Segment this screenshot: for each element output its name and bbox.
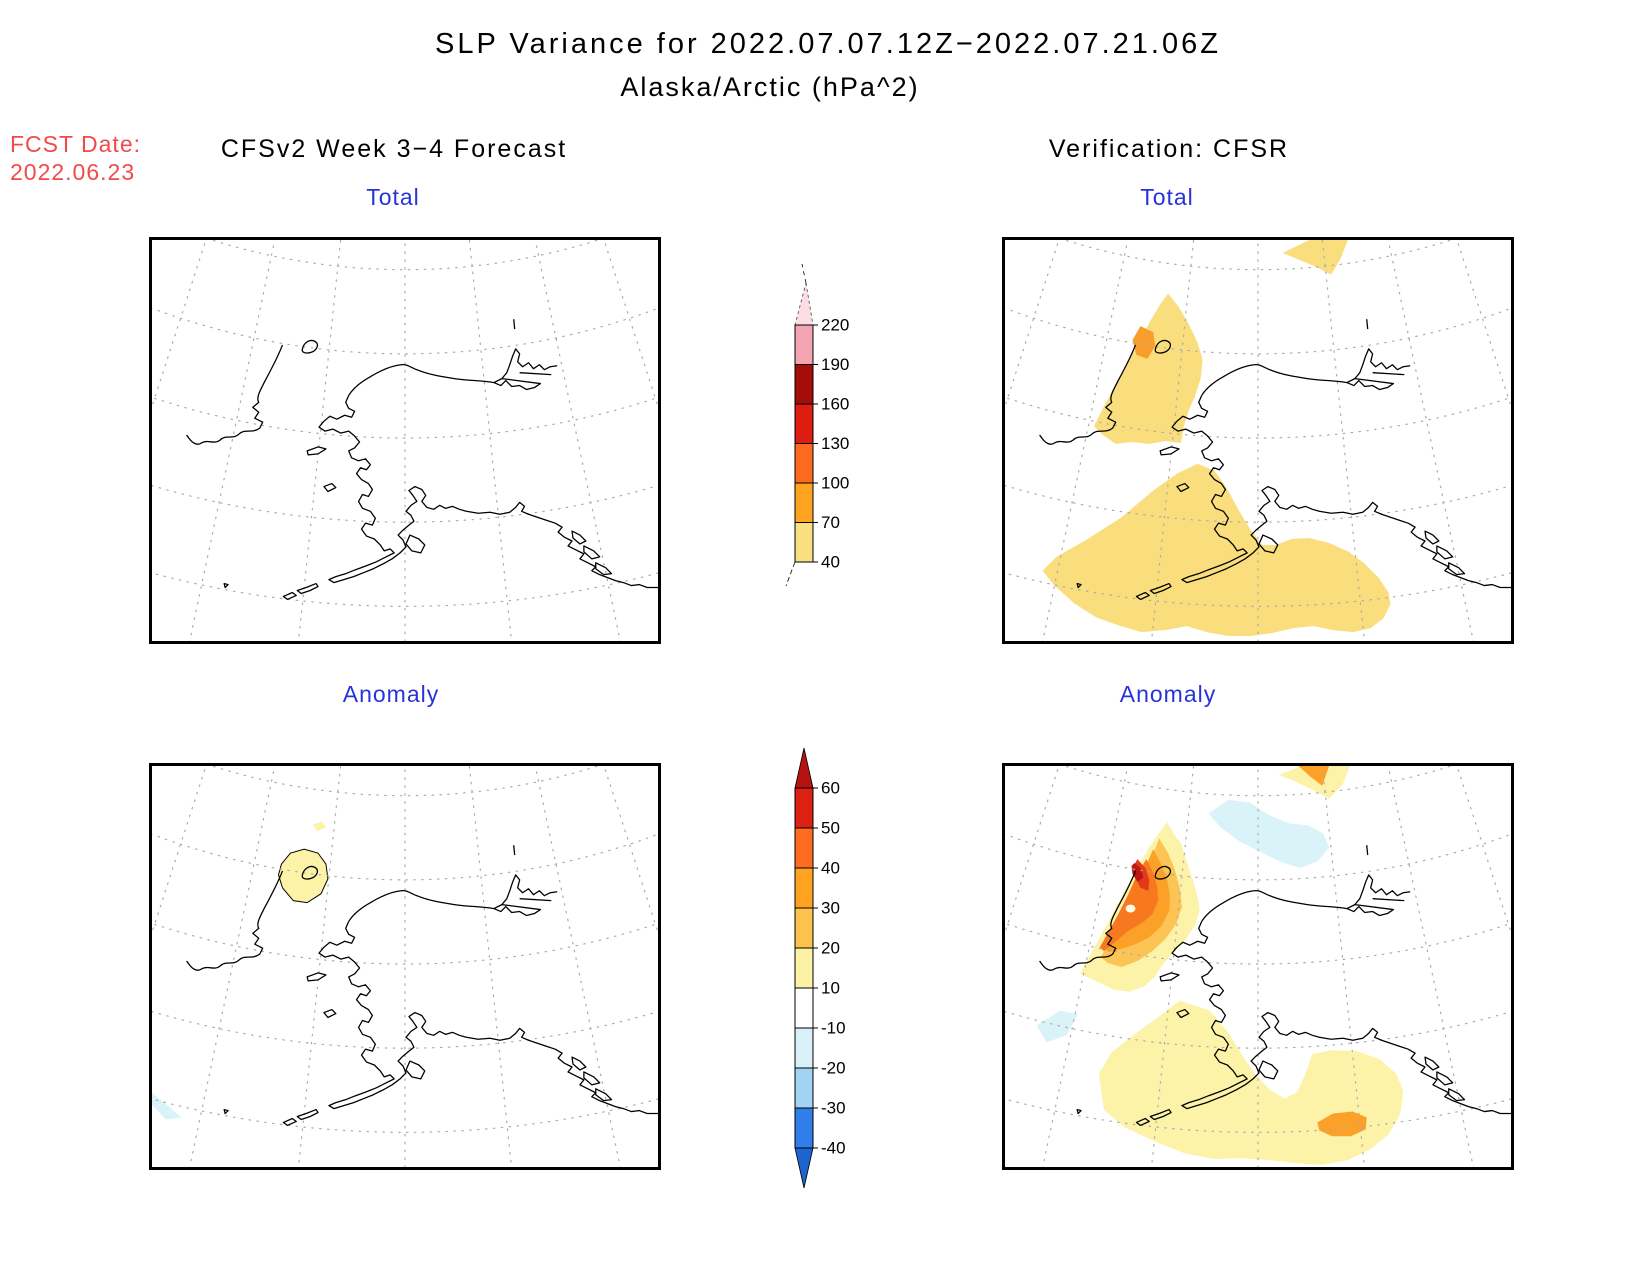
panel-title-verification-anomaly: Anomaly [1119,681,1217,707]
shade-anom-sw-sliver-neg [152,1092,182,1120]
shading-verification-anomaly [1036,766,1404,1166]
colorbar-tick-label: 40 [821,553,840,572]
colorbar-tick-label: 190 [821,355,849,374]
colorbar-anomaly-seg-40-50 [795,828,813,868]
colorbar-tick-label: 70 [821,513,840,532]
shade-anom-cream-spot [1125,904,1136,913]
colorbar-tick-label: 220 [821,316,849,335]
colorbar-anomaly-bottom-arrow [794,1147,814,1189]
colorbar-tick-label: 100 [821,474,849,493]
right-column-title: Verification: CFSR [1048,135,1290,163]
shade-total-chukotka-40-70 [1093,293,1203,444]
colorbar-total-seg-160-190 [795,364,813,404]
colorbar-tick-label: 30 [821,899,840,918]
shade-anom-wrangel-10-20 [277,848,329,904]
colorbar-total-open-wedge [794,282,814,326]
colorbar-anomaly-seg-20-30 [795,908,813,948]
colorbar-tick-label: 160 [821,395,849,414]
map-forecast-anomaly [152,766,658,1167]
shade-total-chukotka-core-70-100 [1132,326,1156,359]
map-panel-verification-anomaly [1002,763,1514,1170]
shade-total-top-edge-40-70 [1282,240,1348,275]
colorbar-total-bottom-dash [785,561,796,587]
colorbar-total-ticks [795,324,818,563]
colorbar-tick-label: 10 [821,979,840,998]
panel-title-verification-total: Total [1140,184,1194,210]
colorbar-total-seg-190-220 [795,325,813,365]
shade-anom-top-edge-10-20 [1278,766,1350,799]
panel-title-forecast-anomaly: Anomaly [342,681,440,707]
colorbar-tick-label: -10 [821,1019,846,1038]
forecast-date-block: FCST Date: 2022.06.23 [10,130,141,186]
shading-forecast-anomaly [152,821,329,1120]
map-panel-verification-total [1002,237,1514,644]
colorbar-tick-label: 20 [821,939,840,958]
colorbar-anomaly-seg-50-60 [795,788,813,828]
map-panel-forecast-total [149,237,661,644]
colorbar-total-seg-100-130 [795,443,813,483]
colorbar-tick-label: -40 [821,1139,846,1158]
colorbar-anomaly-seg-n30-n40 [795,1108,813,1148]
colorbar-total-seg-40-70 [795,522,813,562]
colorbar-total: 220 190 160 130 100 70 40 [785,263,849,587]
colorbar-tick-label: 60 [821,779,840,798]
colorbar-anomaly: 60 50 40 30 20 10 -10 -20 -30 -40 [794,747,846,1189]
map-verification-total [1005,240,1511,641]
shade-anom-bering-10-20 [1098,1000,1404,1166]
colorbar-total-seg-130-160 [795,404,813,444]
left-column-title: CFSv2 Week 3−4 Forecast [220,135,568,163]
shade-total-bering-sea-40-70 [1042,463,1391,637]
shade-anom-arctic-cyan [1208,799,1330,868]
shade-anom-speck-10-20 [313,821,326,832]
map-panel-forecast-anomaly [149,763,661,1170]
colorbar-anomaly-top-arrow [794,747,814,789]
colorbar-tick-label: 40 [821,859,840,878]
shade-anom-gulf-30-40 [1317,1111,1367,1137]
colorbar-anomaly-seg-n20-n30 [795,1068,813,1108]
shade-anom-top-edge-30-40 [1298,766,1330,786]
colorbar-anomaly-ticks [795,787,818,1149]
colorbar-tick-label: -20 [821,1059,846,1078]
map-forecast-total [152,240,658,641]
figure-title: SLP Variance for 2022.07.07.12Z−2022.07.… [435,28,1221,60]
colorbar-total-top-dash [801,263,807,284]
colorbar-tick-label: 130 [821,434,849,453]
colorbar-anomaly-seg-n10-n20 [795,1028,813,1068]
colorbar-total-seg-70-100 [795,483,813,523]
map-verification-anomaly [1005,766,1511,1167]
shade-anom-west-cyan [1036,1010,1079,1043]
figure-subtitle: Alaska/Arctic (hPa^2) [620,72,920,102]
shade-anom-chukotka-gt60 [1131,863,1144,882]
colorbar-tick-label: -30 [821,1099,846,1118]
panel-title-forecast-total: Total [366,184,420,210]
colorbar-anomaly-seg-10-20 [795,948,813,988]
colorbar-tick-label: 50 [821,819,840,838]
colorbar-anomaly-seg-white [795,988,813,1028]
forecast-date-label: FCST Date: [10,131,141,157]
shading-verification-total [1042,240,1391,637]
colorbar-anomaly-seg-30-40 [795,868,813,908]
forecast-date-value: 2022.06.23 [10,159,136,185]
